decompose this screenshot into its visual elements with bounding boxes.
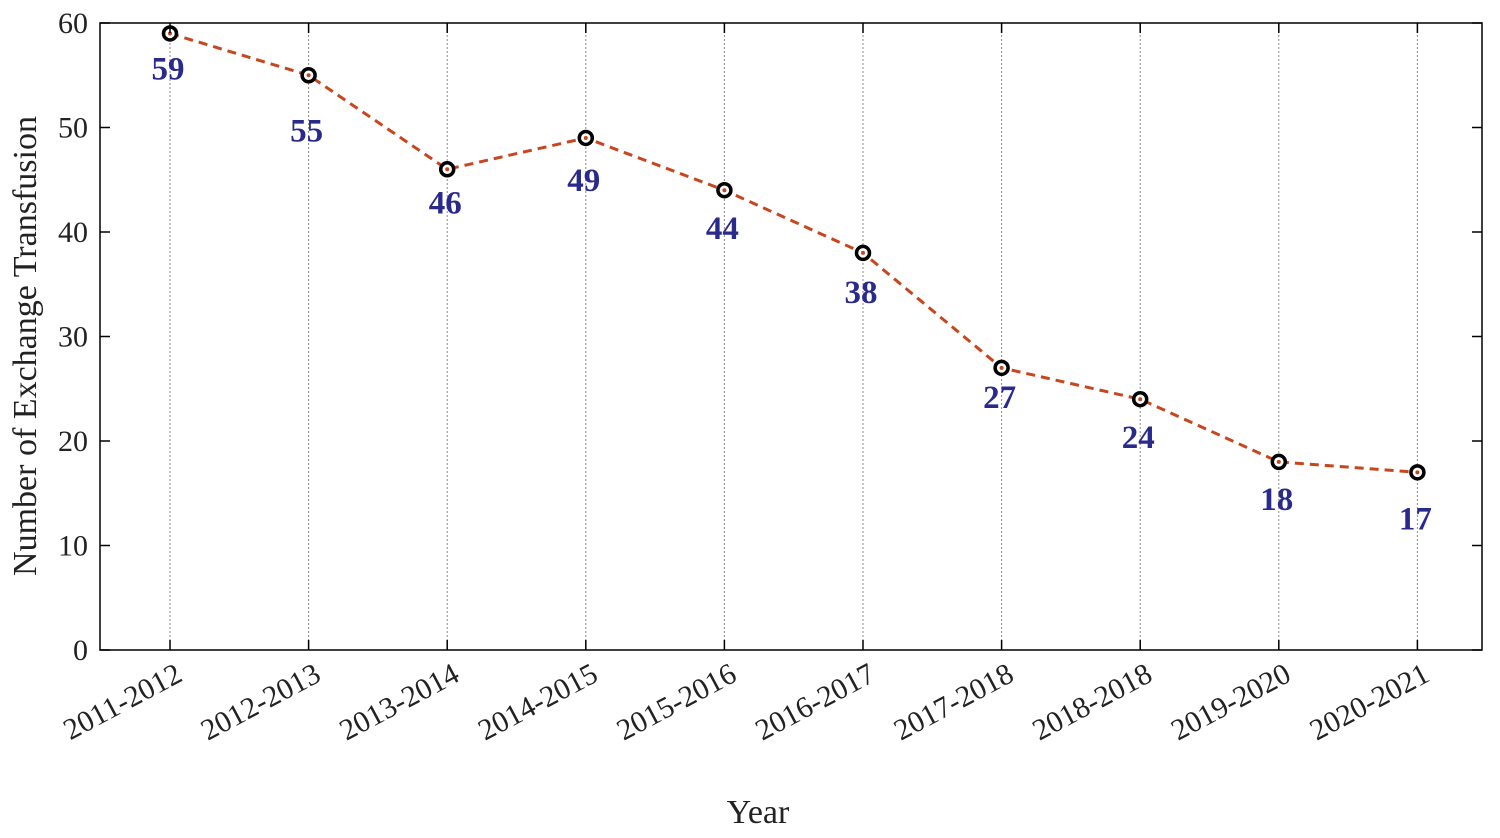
data-label: 44 [706, 211, 739, 247]
data-label: 55 [290, 113, 323, 149]
data-label: 49 [567, 163, 600, 199]
data-point-center [306, 73, 311, 78]
data-point-center [722, 188, 727, 193]
y-axis-title: Number of Exchange Transfusion [7, 116, 44, 576]
y-tick-label: 60 [58, 7, 88, 40]
grid-lines [169, 23, 1418, 650]
data-point-center [1138, 397, 1143, 402]
series-line [169, 32, 1418, 474]
x-tick-label: 2012-2013 [196, 657, 326, 747]
x-tick-label: 2015-2016 [611, 657, 741, 747]
data-point-center [583, 135, 588, 140]
x-tick-label: 2020-2021 [1304, 657, 1434, 747]
data-point-center [999, 365, 1004, 370]
x-tick-label: 2011-2012 [58, 657, 187, 747]
y-tick-label: 20 [58, 425, 88, 458]
x-tick-label: 2017-2018 [889, 657, 1019, 747]
x-tick-label: 2016-2017 [750, 657, 880, 747]
data-label: 46 [429, 185, 462, 221]
x-tick-label: 2018-2018 [1027, 657, 1157, 747]
data-point-center [861, 250, 865, 255]
y-tick-label: 50 [58, 112, 88, 145]
x-tick-label: 2014-2015 [473, 657, 603, 747]
data-label: 38 [845, 275, 878, 311]
data-label: 17 [1399, 501, 1432, 537]
x-axis-title: Year [727, 794, 790, 831]
y-tick-label: 0 [73, 634, 88, 667]
data-label: 27 [983, 380, 1016, 416]
data-points [161, 25, 1426, 481]
y-tick-label: 30 [58, 321, 88, 354]
data-labels: 59 55 46 49 44 38 27 24 18 17 [152, 51, 1432, 537]
y-tick-label: 40 [58, 216, 88, 249]
x-tick-label: 2013-2014 [334, 657, 464, 747]
y-axis-ticks: 0 10 20 30 40 50 60 [58, 7, 1482, 667]
x-axis-ticks: 2011-2012 2012-2013 2013-2014 2014-2015 2015… [58, 23, 1435, 747]
series-line-layer [169, 32, 1418, 474]
x-tick-label: 2019-2020 [1166, 657, 1296, 747]
y-tick-label: 10 [58, 530, 88, 563]
data-point-center [1415, 470, 1420, 475]
data-point-center [445, 167, 450, 172]
data-label: 18 [1260, 482, 1293, 518]
data-label: 24 [1122, 420, 1155, 456]
data-point-center [1276, 459, 1281, 464]
data-label: 59 [152, 51, 185, 87]
data-point-center [168, 31, 172, 36]
